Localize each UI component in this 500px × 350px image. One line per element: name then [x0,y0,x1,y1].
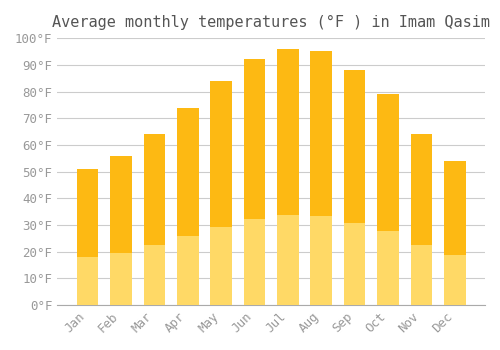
Bar [210,226,232,305]
Bar [110,155,132,305]
Bar [344,70,366,305]
Bar [410,245,432,305]
Bar [310,51,332,305]
Title: Average monthly temperatures (°F ) in Imam Qasim: Average monthly temperatures (°F ) in Im… [52,15,490,30]
Bar [277,49,298,305]
Bar [244,60,266,305]
Bar [410,134,432,305]
Bar [344,223,366,305]
Bar [144,245,165,305]
Bar [444,254,466,305]
Bar [110,253,132,305]
Bar [310,216,332,305]
Bar [177,107,199,305]
Bar [444,161,466,305]
Bar [77,257,98,305]
Bar [377,231,399,305]
Bar [277,215,298,305]
Bar [177,236,199,305]
Bar [210,81,232,305]
Bar [77,169,98,305]
Bar [377,94,399,305]
Bar [244,219,266,305]
Bar [144,134,165,305]
